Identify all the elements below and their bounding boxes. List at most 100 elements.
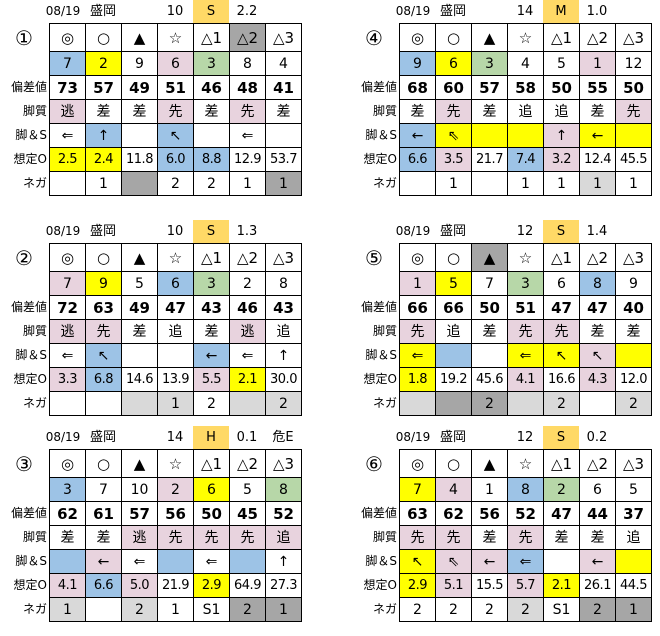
expected-odds-cell: 4.3 xyxy=(579,367,616,392)
marks-row: ◎ ○ ▲ ☆ △1 △2 △3 xyxy=(49,23,302,52)
marks-row: ◎ ○ ▲ ☆ △1 △2 △3 xyxy=(399,243,652,272)
row-label: 脚質 xyxy=(22,530,47,544)
race-panel: 08/19 盛岡 14 M 1.0 ④ 偏差値 脚質 脚＆S 想定O ネガ ◎ ○ ▲ ☆ △1 △2 △3 9 6 3… xyxy=(350,0,660,200)
spacer xyxy=(330,23,397,75)
negative-count-cell: 2 xyxy=(543,391,580,416)
running-style-cell: 逃 xyxy=(49,99,86,124)
row-labels: 偏差値 脚質 脚＆S 想定O ネガ xyxy=(330,23,397,195)
horse-number-cell: 9 xyxy=(121,51,158,76)
running-style-cell: 先 xyxy=(229,525,266,550)
running-style-cell: 先 xyxy=(507,525,544,550)
grade-badge: S xyxy=(193,0,229,23)
running-style-cell: 差 xyxy=(121,99,158,124)
race-id: ⑥ xyxy=(365,452,383,476)
running-style-cell: 差 xyxy=(471,99,508,124)
expected-odds-cell: 8.8 xyxy=(193,147,230,172)
mark-cell: ○ xyxy=(85,23,122,52)
negative-count-row: 2 2 2 xyxy=(399,391,652,416)
marks-row: ◎ ○ ▲ ☆ △1 △2 △3 xyxy=(399,23,652,52)
prediction-table: ◎ ○ ▲ ☆ △1 △2 △3 1 5 7 3 6 8 9 66 66 50 51 47 47 40 先追差先先差差 ⇐ ⇐… xyxy=(399,243,652,416)
panel-header: 08/19 盛岡 12 S 1.4 xyxy=(396,220,651,243)
expected-odds-cell: 2.5 xyxy=(49,147,86,172)
extra-flag xyxy=(615,0,651,23)
negative-count-cell xyxy=(121,171,158,196)
pace-arrow-cell xyxy=(157,549,194,574)
deviation-cell: 46 xyxy=(193,75,230,100)
running-style-cell: 先 xyxy=(435,99,472,124)
deviation-cell: 73 xyxy=(49,75,86,100)
venue: 盛岡 xyxy=(89,4,116,19)
deviation-cell: 68 xyxy=(399,75,436,100)
race-date: 08/19 xyxy=(395,224,431,238)
negative-count-cell xyxy=(435,391,472,416)
mark-cell: △3 xyxy=(615,449,652,478)
pace-arrow-cell xyxy=(435,343,472,368)
deviation-cell: 56 xyxy=(157,501,194,526)
race-number: 14 xyxy=(166,430,184,445)
grade-badge: M xyxy=(543,0,579,23)
horse-number-cell: 8 xyxy=(507,477,544,502)
running-style-cell: 差 xyxy=(85,99,122,124)
extra-flag xyxy=(265,0,301,23)
expected-odds-row: 1.8 19.2 45.6 4.1 16.6 4.3 12.0 xyxy=(399,367,652,392)
negative-count-cell: 2 xyxy=(121,597,158,622)
deviation-cell: 52 xyxy=(265,501,302,526)
negative-count-cell: 1 xyxy=(85,171,122,196)
mark-cell: ◎ xyxy=(49,23,86,52)
venue: 盛岡 xyxy=(439,224,466,239)
pace-arrow-cell: ⇖ xyxy=(435,549,472,574)
extra-flag: 危E xyxy=(272,430,294,445)
pace-arrow-cell: ← xyxy=(85,549,122,574)
pace-arrow-row: ↖ ⇖ ← ⇐ ← xyxy=(399,549,652,574)
pace-arrow-cell: ← xyxy=(193,343,230,368)
mark-cell: △2 xyxy=(579,243,616,272)
expected-odds-cell: 5.5 xyxy=(193,367,230,392)
row-labels: 偏差値 脚質 脚＆S 想定O ネガ xyxy=(0,23,47,195)
deviation-cell: 50 xyxy=(471,295,508,320)
negative-count-cell xyxy=(49,391,86,416)
horse-number-cell: 9 xyxy=(85,271,122,296)
running-style-row: 先先差先差差追 xyxy=(399,525,652,550)
deviation-cell: 61 xyxy=(85,501,122,526)
running-style-row: 逃先差追差逃追 xyxy=(49,319,302,344)
negative-count-cell: 1 xyxy=(265,597,302,622)
negative-count-cell: 1 xyxy=(615,171,652,196)
mark-cell: ▲ xyxy=(471,23,508,52)
row-label: 偏差値 xyxy=(10,300,47,314)
horse-number-cell: 5 xyxy=(121,271,158,296)
row-label: 脚＆S xyxy=(365,348,397,362)
deviation-cell: 58 xyxy=(507,75,544,100)
deviation-cell: 50 xyxy=(543,75,580,100)
mark-cell: △1 xyxy=(543,23,580,52)
mark-cell: △3 xyxy=(615,243,652,272)
row-label: 想定O xyxy=(363,578,397,592)
negative-count-cell: 2 xyxy=(399,597,436,622)
expected-odds-cell: 2.1 xyxy=(229,367,266,392)
mark-cell: △1 xyxy=(193,243,230,272)
row-label: 偏差値 xyxy=(10,506,47,520)
marks-row: ◎ ○ ▲ ☆ △1 △2 △3 xyxy=(399,449,652,478)
mark-cell: ◎ xyxy=(49,449,86,478)
mark-cell: ☆ xyxy=(507,449,544,478)
deviation-cell: 72 xyxy=(49,295,86,320)
pace-arrow-cell xyxy=(121,123,158,148)
prediction-table: ◎ ○ ▲ ☆ △1 △2 △3 7 4 1 8 2 6 5 63 62 56 52 47 44 37 先先差先差差追 ↖ ⇖… xyxy=(399,449,652,622)
spacer xyxy=(0,449,47,501)
race-date: 08/19 xyxy=(45,430,81,444)
running-style-cell: 追 xyxy=(435,319,472,344)
mark-cell: ▲ xyxy=(471,243,508,272)
expected-odds-cell: 19.2 xyxy=(435,367,472,392)
expected-odds-cell: 7.4 xyxy=(507,147,544,172)
deviation-cell: 43 xyxy=(265,295,302,320)
running-style-cell: 先 xyxy=(399,319,436,344)
running-style-cell: 差 xyxy=(579,319,616,344)
pace-arrow-cell: ⇐ xyxy=(229,123,266,148)
spacer xyxy=(330,449,397,501)
deviation-cell: 45 xyxy=(229,501,266,526)
expected-odds-cell: 6.0 xyxy=(157,147,194,172)
horse-number-cell: 4 xyxy=(507,51,544,76)
expected-odds-cell: 2.4 xyxy=(85,147,122,172)
expected-odds-row: 2.5 2.4 11.8 6.0 8.8 12.9 53.7 xyxy=(49,147,302,172)
deviation-cell: 63 xyxy=(399,501,436,526)
